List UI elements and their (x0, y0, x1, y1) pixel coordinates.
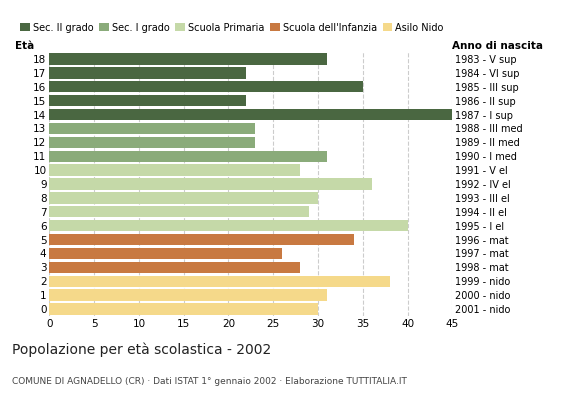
Bar (49, 220, 408, 231)
Bar (49, 290, 327, 301)
Bar (49, 178, 372, 190)
Bar (49, 109, 452, 120)
Bar (49, 81, 363, 92)
Bar (49, 95, 246, 106)
Text: COMUNE DI AGNADELLO (CR) · Dati ISTAT 1° gennaio 2002 · Elaborazione TUTTITALIA.: COMUNE DI AGNADELLO (CR) · Dati ISTAT 1°… (12, 377, 407, 386)
Text: Età: Età (15, 41, 34, 51)
Bar (49, 248, 282, 259)
Bar (49, 262, 300, 273)
Bar (49, 150, 327, 162)
Bar (49, 276, 390, 287)
Text: Popolazione per età scolastica - 2002: Popolazione per età scolastica - 2002 (12, 342, 271, 357)
Bar (49, 234, 354, 245)
Bar (49, 67, 246, 78)
Bar (49, 137, 255, 148)
Bar (49, 206, 309, 218)
Bar (49, 192, 318, 204)
Text: Anno di nascita: Anno di nascita (452, 41, 543, 51)
Bar (49, 303, 318, 315)
Bar (49, 53, 327, 65)
Bar (49, 164, 300, 176)
Bar (49, 123, 255, 134)
Legend: Sec. II grado, Sec. I grado, Scuola Primaria, Scuola dell'Infanzia, Asilo Nido: Sec. II grado, Sec. I grado, Scuola Prim… (20, 22, 444, 32)
